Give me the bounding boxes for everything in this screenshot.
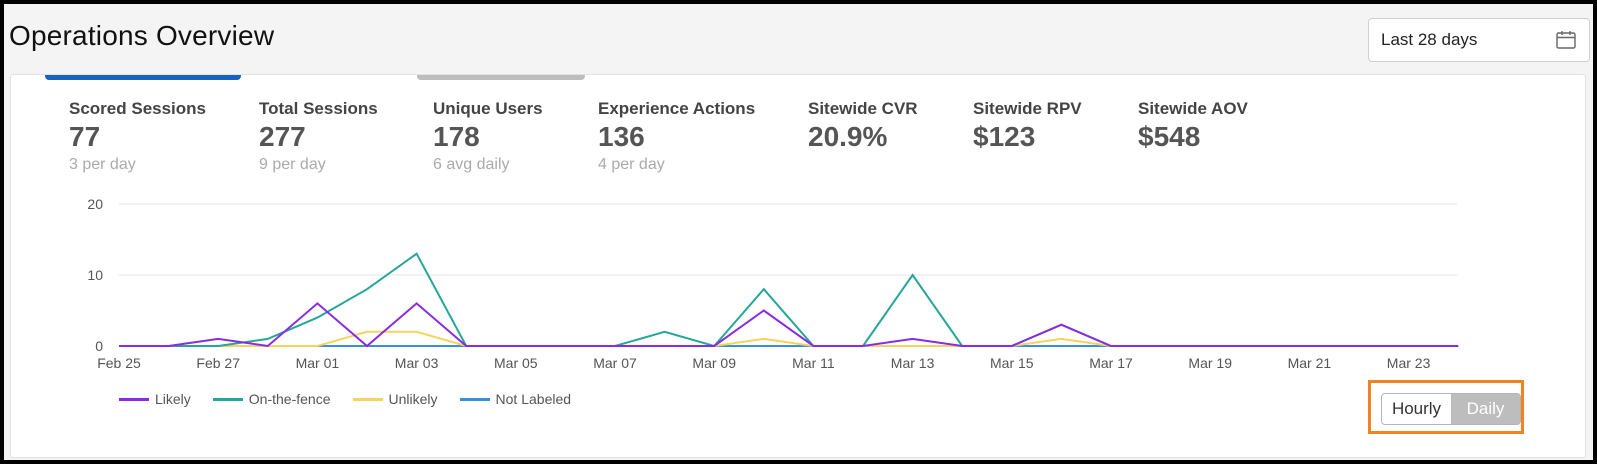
metric-subtext: 9 per day: [259, 156, 326, 173]
metric-label: Experience Actions: [598, 99, 756, 118]
x-tick-label: Feb 25: [97, 355, 141, 371]
metric-unique-users[interactable]: Unique Users 178 6 avg daily: [433, 99, 543, 174]
calendar-icon: [1556, 31, 1576, 49]
page-title: Operations Overview: [9, 20, 275, 51]
y-tick-label: 10: [87, 267, 103, 283]
metric-value: 277: [259, 121, 306, 152]
legend-item-not-labeled[interactable]: Not Labeled: [459, 391, 572, 407]
metric-value: 178: [433, 121, 480, 152]
legend-label: Unlikely: [388, 391, 438, 407]
metric-value: 20.9%: [808, 121, 888, 152]
y-tick-label: 20: [87, 196, 103, 212]
x-tick-label: Mar 07: [593, 355, 637, 371]
app-frame: Operations Overview Last 28 days Scored …: [4, 4, 1593, 460]
metric-value: $123: [973, 121, 1036, 152]
metric-label: Total Sessions: [259, 99, 378, 118]
x-tick-label: Mar 17: [1089, 355, 1133, 371]
chart-legend: Likely On-the-fence Unlikely Not Labeled: [119, 391, 571, 407]
metric-value: 77: [69, 121, 101, 152]
legend-label: On-the-fence: [248, 391, 331, 407]
x-tick-label: Mar 01: [296, 355, 340, 371]
metric-label: Unique Users: [433, 99, 543, 118]
x-tick-label: Mar 23: [1387, 355, 1431, 371]
x-tick-label: Mar 09: [692, 355, 736, 371]
metric-value: 136: [598, 121, 645, 152]
series-line-likely: [119, 302, 1459, 348]
x-tick-label: Mar 05: [494, 355, 538, 371]
metric-scored-sessions[interactable]: Scored Sessions 77 3 per day: [69, 99, 206, 174]
series-line-unlikely: [119, 330, 1459, 347]
legend-swatch: [352, 397, 383, 401]
x-tick-label: Mar 19: [1188, 355, 1232, 371]
sessions-line-chart: 0 10 20 Feb 25 Feb 27 Mar 01 Mar 03 Mar 05 Mar 0…: [87, 196, 1459, 371]
legend-swatch: [459, 397, 490, 401]
inactive-tab-indicator[interactable]: [417, 75, 585, 80]
legend-item-on-the-fence[interactable]: On-the-fence: [212, 391, 331, 407]
x-tick-label: Mar 13: [891, 355, 935, 371]
metric-subtext: 4 per day: [598, 156, 665, 173]
x-tick-label: Mar 11: [792, 355, 835, 371]
daily-option[interactable]: Daily: [1451, 394, 1520, 424]
overview-card: Scored Sessions 77 3 per day Total Sessi…: [10, 74, 1586, 458]
y-tick-label: 0: [95, 338, 103, 354]
x-tick-label: Mar 15: [990, 355, 1034, 371]
legend-item-unlikely[interactable]: Unlikely: [352, 391, 438, 407]
metric-label: Sitewide RPV: [973, 99, 1082, 118]
x-tick-label: Mar 21: [1288, 355, 1332, 371]
metric-sitewide-aov[interactable]: Sitewide AOV $548: [1138, 99, 1248, 153]
series-line-on-the-fence: [119, 252, 1459, 348]
metric-label: Scored Sessions: [69, 99, 207, 118]
metric-sitewide-cvr[interactable]: Sitewide CVR 20.9%: [808, 99, 918, 153]
metric-subtext: 3 per day: [69, 156, 136, 173]
metric-sitewide-rpv[interactable]: Sitewide RPV $123: [973, 99, 1082, 153]
active-tab-indicator[interactable]: [45, 75, 241, 80]
date-range-label: Last 28 days: [1381, 30, 1478, 49]
legend-swatch: [119, 397, 149, 401]
metric-label: Sitewide AOV: [1138, 99, 1248, 118]
metric-label: Sitewide CVR: [808, 99, 918, 118]
x-tick-label: Feb 27: [196, 355, 240, 371]
metric-value: $548: [1138, 121, 1201, 152]
legend-label: Not Labeled: [495, 391, 572, 407]
metric-total-sessions[interactable]: Total Sessions 277 9 per day: [259, 99, 378, 174]
metric-subtext: 6 avg daily: [433, 156, 510, 173]
granularity-toggle-highlight: [1368, 380, 1524, 434]
legend-swatch: [212, 397, 243, 401]
legend-label: Likely: [155, 391, 191, 407]
metric-experience-actions[interactable]: Experience Actions 136 4 per day: [598, 99, 755, 174]
hourly-option[interactable]: Hourly: [1391, 399, 1442, 418]
legend-item-likely[interactable]: Likely: [119, 391, 191, 407]
date-range-picker[interactable]: Last 28 days: [1368, 18, 1590, 62]
granularity-toggle[interactable]: Hourly Daily: [1381, 393, 1521, 425]
x-tick-label: Mar 03: [395, 355, 439, 371]
